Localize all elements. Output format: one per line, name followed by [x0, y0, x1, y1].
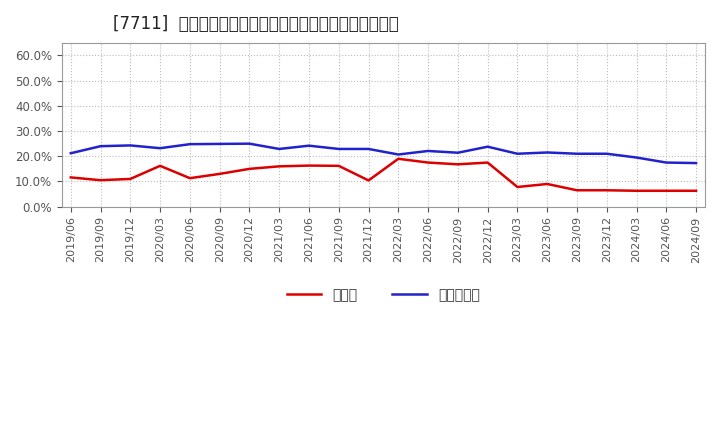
有利子負債 [603, 151, 611, 156]
現預金 [275, 164, 284, 169]
有利子負債 [275, 147, 284, 152]
現預金 [186, 176, 194, 181]
有利子負債 [513, 151, 522, 156]
有利子負債 [96, 143, 105, 149]
有利子負債 [305, 143, 313, 148]
有利子負債 [186, 142, 194, 147]
現預金 [424, 160, 433, 165]
現預金 [513, 184, 522, 190]
有利子負債 [66, 150, 75, 156]
現預金 [662, 188, 670, 194]
有利子負債 [156, 146, 164, 151]
現預金 [245, 166, 253, 172]
現預金 [543, 181, 552, 187]
有利子負債 [215, 141, 224, 147]
現預金 [335, 163, 343, 169]
現預金 [96, 178, 105, 183]
有利子負債 [662, 160, 670, 165]
現預金 [364, 178, 373, 183]
Text: [7711]  現預金、有利子負債の総資産に対する比率の推移: [7711] 現預金、有利子負債の総資産に対する比率の推移 [113, 15, 399, 33]
現預金 [156, 163, 164, 169]
有利子負債 [245, 141, 253, 147]
Line: 有利子負債: 有利子負債 [71, 144, 696, 163]
Line: 現預金: 現預金 [71, 159, 696, 191]
有利子負債 [394, 152, 402, 157]
現預金 [632, 188, 641, 194]
現預金 [66, 175, 75, 180]
有利子負債 [483, 144, 492, 149]
Legend: 現預金, 有利子負債: 現預金, 有利子負債 [282, 282, 486, 308]
現預金 [215, 171, 224, 176]
現預金 [483, 160, 492, 165]
有利子負債 [543, 150, 552, 155]
現預金 [603, 187, 611, 193]
有利子負債 [424, 148, 433, 154]
現預金 [454, 161, 462, 167]
現預金 [305, 163, 313, 168]
現預金 [572, 187, 581, 193]
現預金 [692, 188, 701, 194]
有利子負債 [692, 161, 701, 166]
有利子負債 [335, 147, 343, 152]
現預金 [394, 156, 402, 161]
有利子負債 [572, 151, 581, 156]
有利子負債 [126, 143, 135, 148]
有利子負債 [632, 155, 641, 160]
有利子負債 [454, 150, 462, 155]
現預金 [126, 176, 135, 182]
有利子負債 [364, 147, 373, 152]
